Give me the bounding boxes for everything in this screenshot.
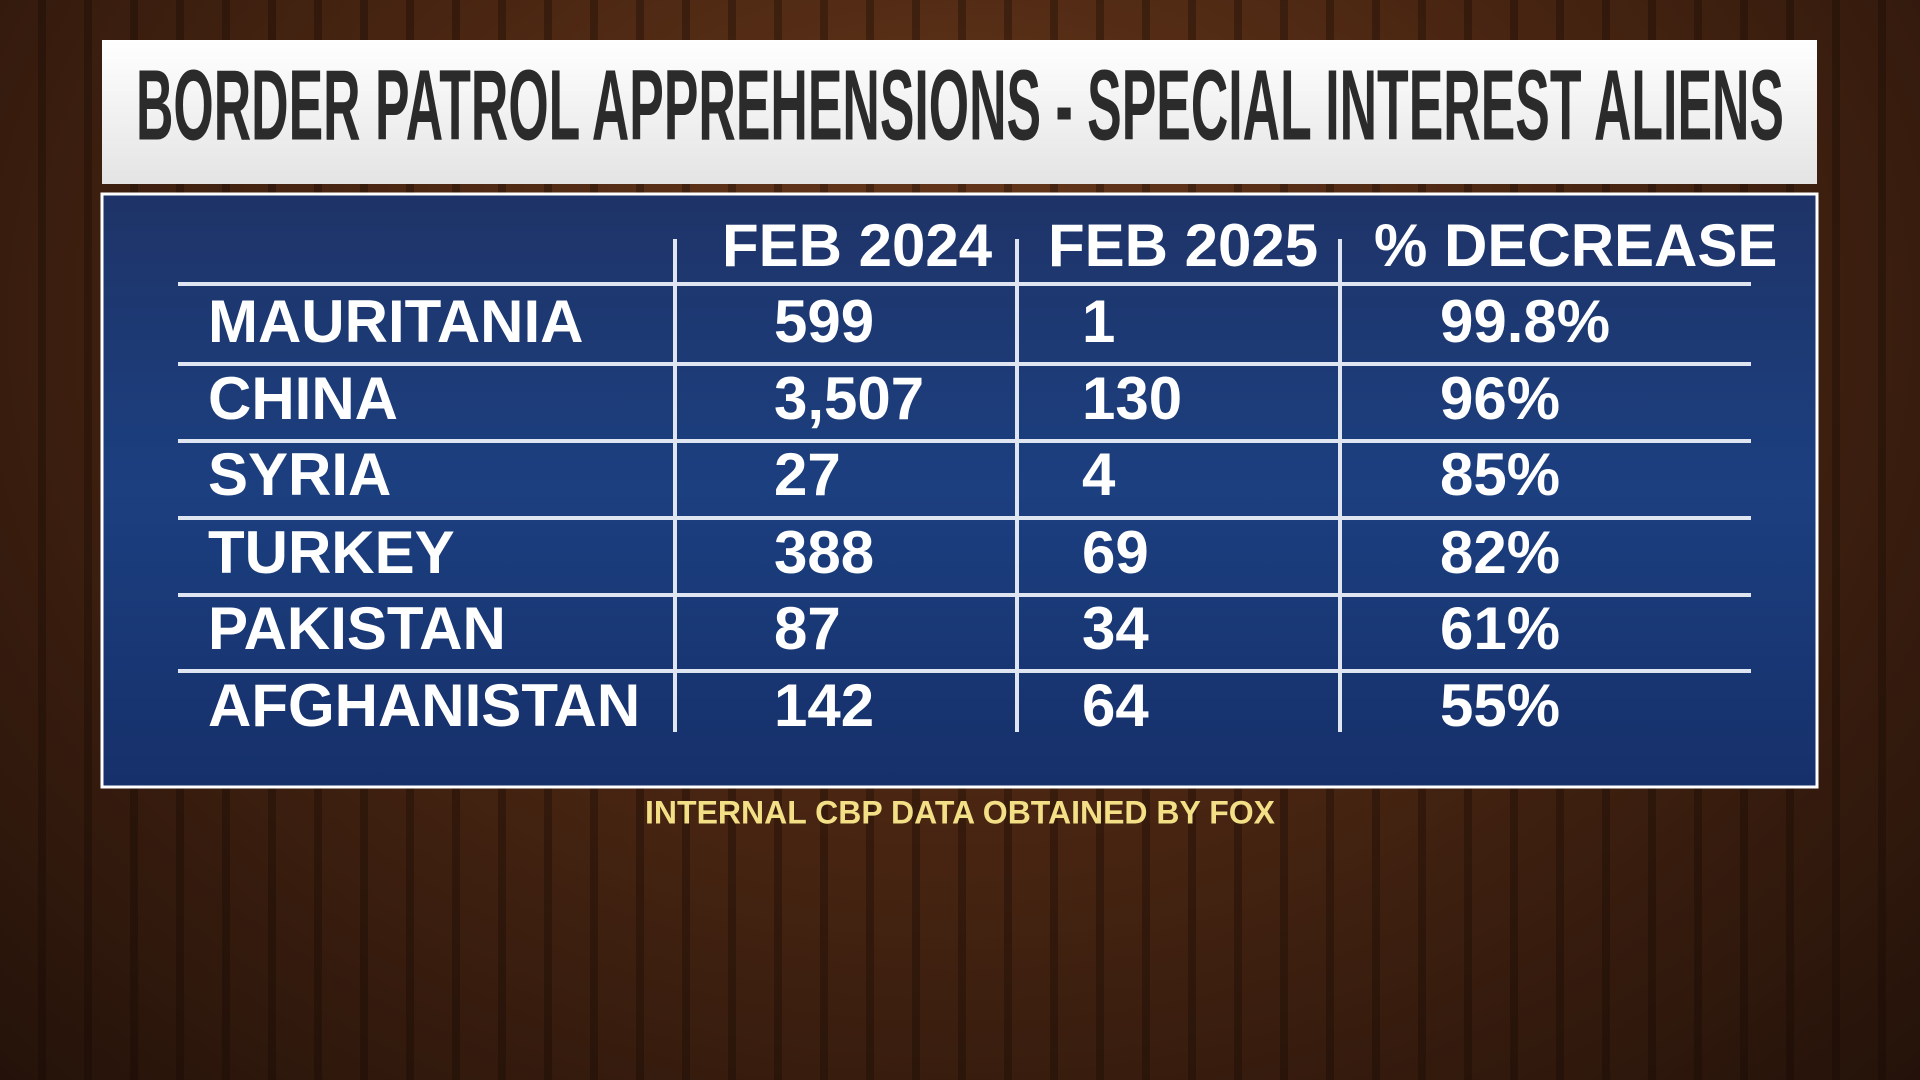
row-label: TURKEY <box>208 519 455 586</box>
cell-value: 130 <box>1082 365 1182 432</box>
cell-value: 599 <box>774 288 874 355</box>
cell-value: 64 <box>1082 672 1149 739</box>
title: BORDER PATROL APPREHENSIONS - SPECIAL IN… <box>136 49 1784 161</box>
cell-value: 4 <box>1082 441 1116 508</box>
cell-value: 99.8% <box>1440 288 1610 355</box>
column-header: % DECREASE <box>1374 212 1777 279</box>
column-header: FEB 2024 <box>722 212 993 279</box>
separators <box>673 239 1342 732</box>
cell-value: 388 <box>774 519 874 586</box>
cell-value: 69 <box>1082 519 1149 586</box>
row-label: CHINA <box>208 365 398 432</box>
cell-value: 82% <box>1440 519 1560 586</box>
cell-value: 3,507 <box>774 365 924 432</box>
cell-value: 142 <box>774 672 874 739</box>
row-label: MAURITANIA <box>208 288 584 355</box>
cell-value: 1 <box>1082 288 1115 355</box>
row-label: PAKISTAN <box>208 595 506 662</box>
table-panel <box>100 192 1819 789</box>
cell-value: 61% <box>1440 595 1560 662</box>
cell-value: 87 <box>774 595 841 662</box>
row-label: SYRIA <box>208 441 391 508</box>
column-header: FEB 2025 <box>1048 212 1318 279</box>
cell-value: 34 <box>1082 595 1149 662</box>
cell-value: 27 <box>774 441 841 508</box>
title-bar <box>102 40 1817 184</box>
cell-value: 85% <box>1440 441 1560 508</box>
source-note: INTERNAL CBP DATA OBTAINED BY FOX <box>645 794 1276 830</box>
cell-value: 96% <box>1440 365 1560 432</box>
row-label: AFGHANISTAN <box>208 672 640 739</box>
cell-value: 55% <box>1440 672 1560 739</box>
